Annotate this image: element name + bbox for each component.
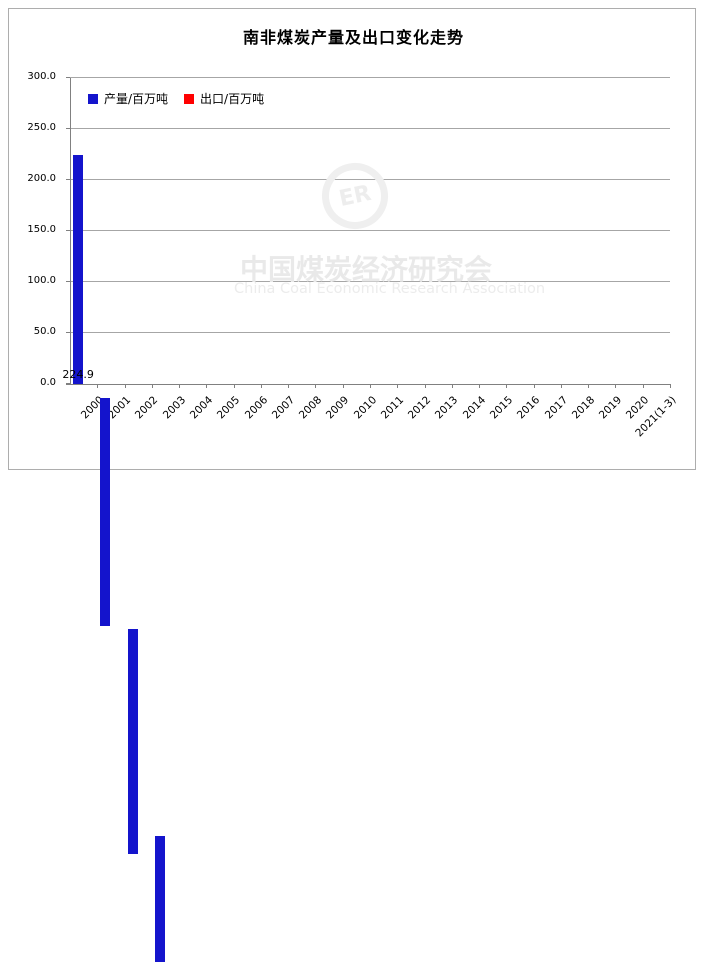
x-axis-label-2006: 2006 (242, 394, 270, 422)
x-axis-label-2005: 2005 (215, 394, 243, 422)
x-tick-2013 (452, 384, 453, 388)
x-tick-2001 (125, 384, 126, 388)
x-axis-label-2009: 2009 (324, 394, 352, 422)
legend-item-export: 出口/百万吨 (184, 90, 264, 107)
y-tick-50.0 (66, 332, 70, 333)
y-tick-300.0 (66, 77, 70, 78)
y-axis-label-300.0: 300.0 (27, 71, 56, 82)
x-tick-2020 (643, 384, 644, 388)
x-axis-label-2012: 2012 (406, 394, 434, 422)
x-axis-label-2010: 2010 (351, 394, 379, 422)
legend: 产量/百万吨 出口/百万吨 (88, 90, 264, 107)
x-axis-label-2015: 2015 (487, 394, 516, 422)
chart-frame (8, 8, 696, 470)
y-axis-label-50.0: 50.0 (33, 326, 56, 337)
gridline-50.0 (70, 332, 670, 333)
x-tick-2005 (234, 384, 235, 388)
y-axis-label-100.0: 100.0 (27, 275, 56, 286)
y-axis-label-200.0: 200.0 (27, 173, 56, 184)
y-tick-150.0 (66, 230, 70, 231)
x-tick-2004 (206, 384, 207, 388)
legend-label-production: 产量/百万吨 (104, 92, 169, 106)
y-tick-200.0 (66, 179, 70, 180)
bar-production-2000 (73, 154, 84, 384)
bar-production-2001 (100, 398, 111, 627)
y-axis-label-150.0: 150.0 (27, 224, 56, 235)
x-axis-label-2019: 2019 (596, 394, 625, 422)
gridline-200.0 (70, 179, 670, 180)
x-tick-2018 (588, 384, 589, 388)
x-axis-label-2002: 2002 (133, 394, 161, 422)
x-tick-2014 (479, 384, 480, 388)
x-axis-label-2008: 2008 (296, 394, 325, 422)
y-tick-250.0 (66, 128, 70, 129)
x-tick-2012 (425, 384, 426, 388)
x-axis-label-2007: 2007 (269, 394, 298, 422)
y-axis (70, 78, 71, 385)
x-tick-2019 (615, 384, 616, 388)
x-axis-label-2004: 2004 (187, 394, 216, 422)
x-tick-2003 (179, 384, 180, 388)
x-tick-2011 (397, 384, 398, 388)
data-label-production-2000: 224.9 (62, 367, 94, 381)
plot-area: 0.0 50.0 100.0 150.0 200.0 250.0 300.0 2000 2001… (27, 71, 679, 962)
x-tick-2016 (534, 384, 535, 388)
bar-production-2003 (154, 835, 165, 962)
gridline-150.0 (70, 230, 670, 231)
y-axis-label-0.0: 0.0 (40, 377, 56, 388)
bar-production-2002 (127, 628, 138, 855)
x-tick-2007 (288, 384, 289, 388)
chart-title: 南非煤炭产量及出口变化走势 (242, 28, 464, 47)
y-tick-0.0 (66, 383, 70, 384)
x-tick-2002 (152, 384, 153, 388)
gridline-100.0 (70, 281, 670, 282)
x-tick-2008 (315, 384, 316, 388)
gridline-250.0 (70, 128, 670, 129)
gridline-300.0 (70, 77, 670, 78)
x-tick-2017 (561, 384, 562, 388)
x-axis-label-2003: 2003 (160, 394, 188, 422)
legend-label-export: 出口/百万吨 (200, 92, 265, 106)
x-axis (66, 384, 670, 385)
x-tick-2015 (506, 384, 507, 388)
x-axis-label-2014: 2014 (460, 394, 488, 422)
production-swatch-icon (88, 93, 98, 104)
x-tick-2021(1-3) (670, 384, 671, 388)
x-tick-2006 (261, 384, 262, 388)
x-tick-2000 (97, 384, 98, 388)
export-swatch-icon (184, 93, 195, 104)
x-axis-label-2013: 2013 (433, 394, 461, 422)
y-axis-label-250.0: 250.0 (27, 122, 56, 133)
y-tick-100.0 (66, 281, 70, 282)
x-axis-label-2018: 2018 (569, 394, 598, 422)
x-tick-2009 (343, 384, 344, 388)
x-tick-2010 (370, 384, 371, 388)
x-axis-label-2017: 2017 (542, 394, 570, 422)
x-axis-label-2016: 2016 (515, 394, 543, 422)
x-axis-label-2011: 2011 (378, 394, 407, 422)
legend-item-production: 产量/百万吨 (88, 90, 168, 107)
